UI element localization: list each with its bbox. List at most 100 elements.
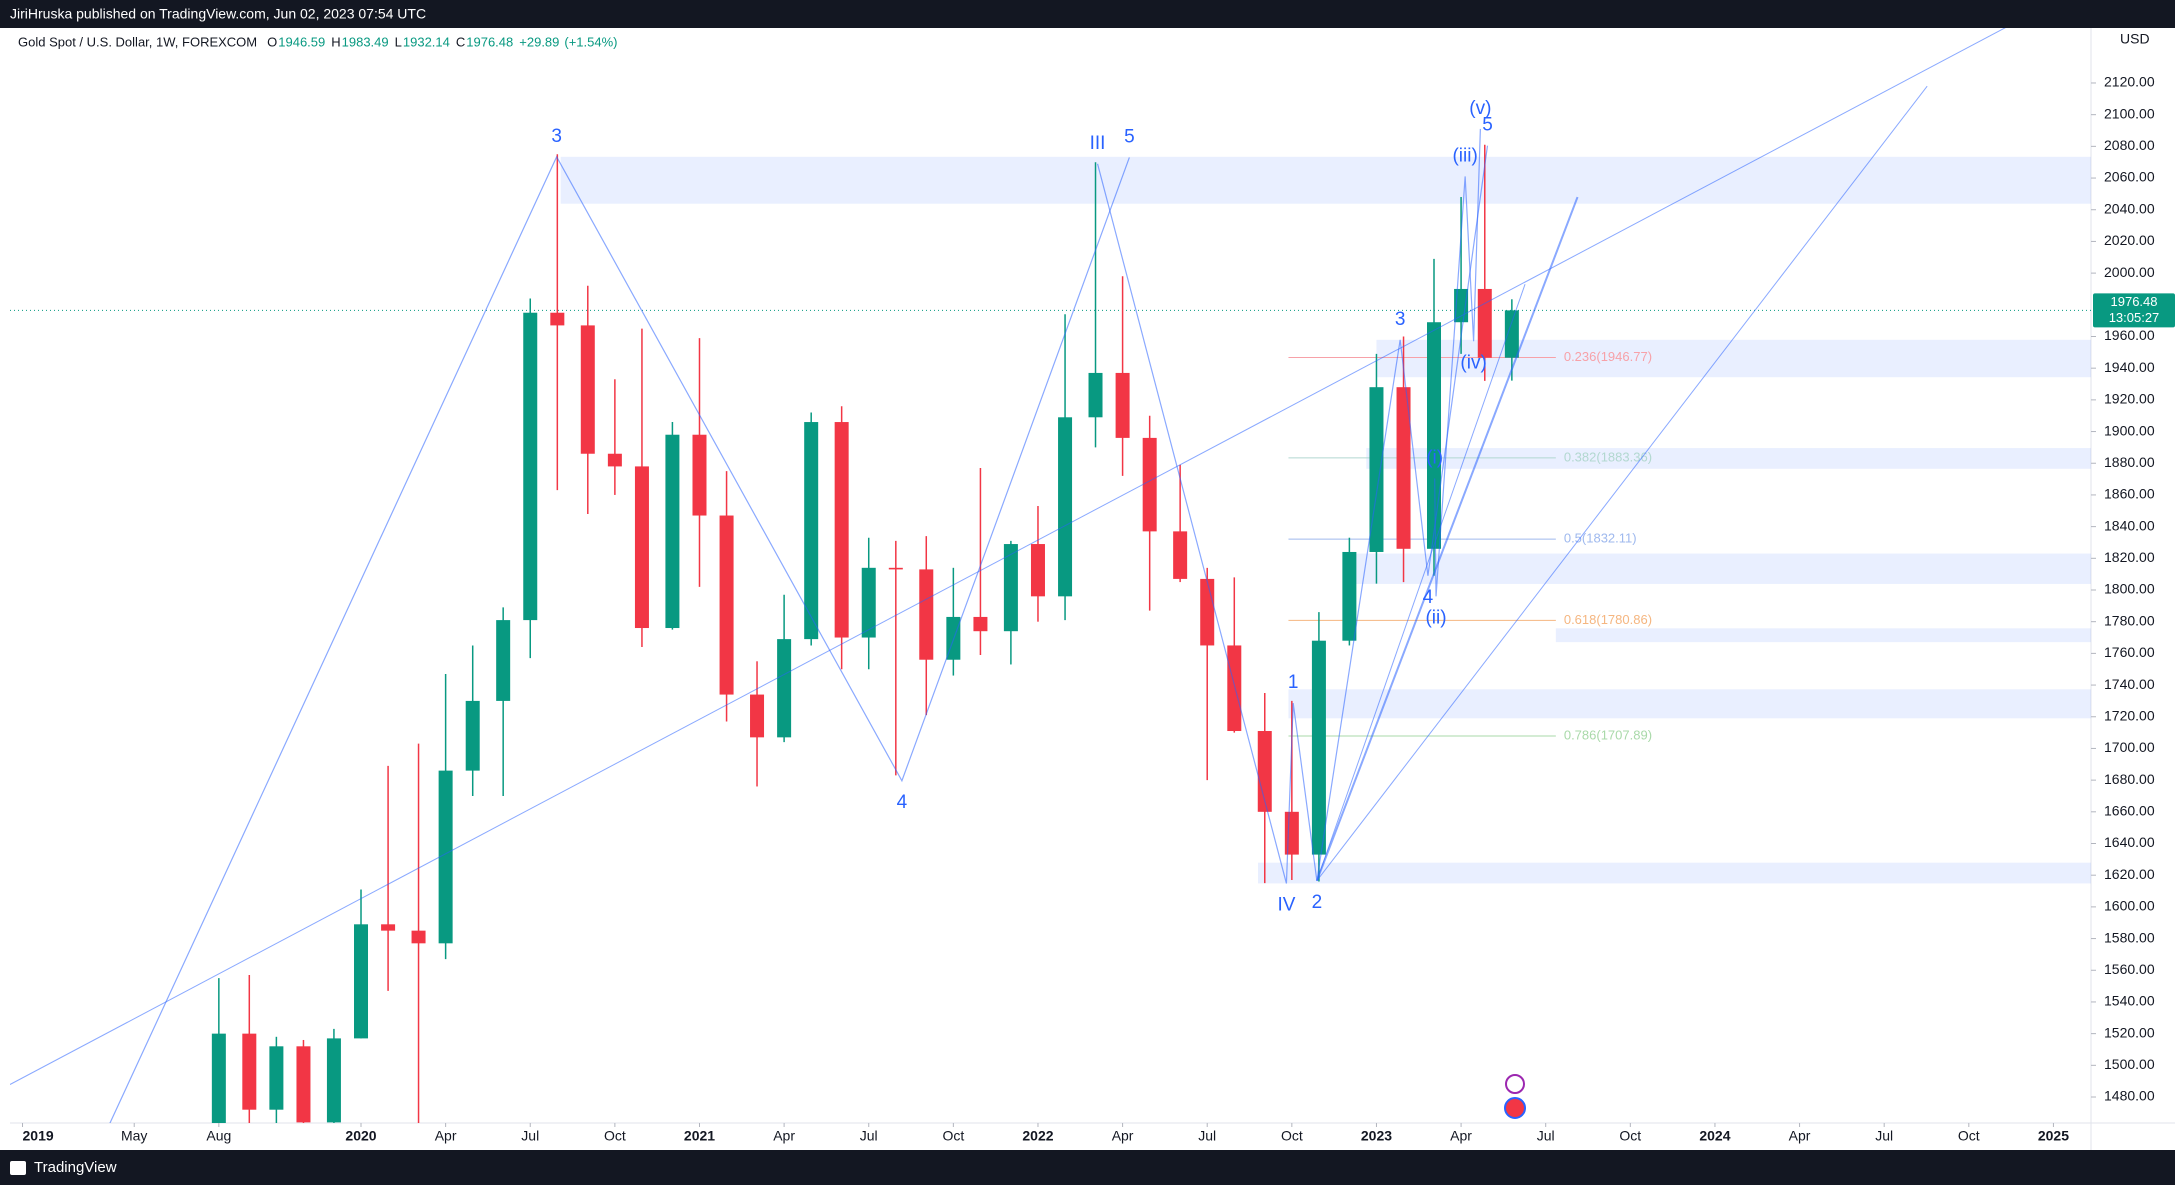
candle-body: [242, 1033, 257, 1110]
event-flag[interactable]: [1504, 1097, 1526, 1119]
y-tick-label: 1780.00: [2104, 612, 2155, 628]
y-tick-label: 1660.00: [2104, 803, 2155, 819]
zone: [1555, 628, 2091, 643]
zone: [1288, 689, 2091, 719]
wave-label: 5: [1124, 126, 1135, 147]
candle-body: [1200, 578, 1215, 646]
brand-logo: [10, 1161, 26, 1175]
fib-label: 0.236(1946.77): [1564, 349, 1652, 364]
y-tick-label: 1900.00: [2104, 422, 2155, 438]
wave-label: 1: [1288, 672, 1299, 693]
candle-body: [438, 770, 453, 944]
x-tick-label: Jul: [860, 1128, 878, 1144]
x-tick-label: 2022: [1022, 1128, 1053, 1144]
trend-line: [1316, 85, 1928, 882]
ohlc-value: 1946.59: [278, 34, 325, 49]
fib-label: 0.618(1780.86): [1564, 612, 1652, 627]
change: +29.89: [519, 34, 559, 49]
candle-body: [834, 422, 849, 638]
x-tick-label: 2024: [1699, 1128, 1730, 1144]
x-tick-label: Apr: [1112, 1128, 1134, 1144]
ohlc-key: O: [267, 34, 277, 49]
x-tick-label: 2025: [2038, 1128, 2069, 1144]
last-price-tag: [2093, 293, 2175, 328]
candle-body: [354, 924, 369, 1039]
ohlc-value: 1983.49: [342, 34, 389, 49]
x-tick-label: Oct: [604, 1128, 626, 1144]
candle-body: [1342, 551, 1357, 641]
candle-body: [634, 466, 649, 629]
x-tick-label: Apr: [1450, 1128, 1472, 1144]
publisher: JiriHruska published on TradingView.com,…: [10, 6, 426, 22]
candle-body: [1227, 645, 1242, 732]
candle-body: [719, 515, 734, 695]
candle-body: [1257, 731, 1272, 812]
wave-label: (ii): [1425, 607, 1446, 628]
x-tick-label: Jul: [521, 1128, 539, 1144]
y-tick-label: 1880.00: [2104, 454, 2155, 470]
currency: USD: [2120, 31, 2150, 47]
candle-body: [1504, 310, 1519, 358]
y-tick-label: 1520.00: [2104, 1024, 2155, 1040]
wave-label: III: [1090, 133, 1106, 154]
candle-body: [1427, 322, 1442, 549]
candle-body: [750, 694, 765, 738]
candle-body: [919, 569, 934, 660]
x-tick-label: 2019: [23, 1128, 54, 1144]
wave-label: 2: [1312, 892, 1323, 913]
zone: [1345, 553, 2091, 584]
zone: [560, 156, 2091, 204]
y-tick-label: 1720.00: [2104, 707, 2155, 723]
candle-body: [1311, 640, 1326, 855]
candle-body: [465, 700, 480, 771]
candle-body: [1142, 437, 1157, 532]
event-icon[interactable]: [1505, 1074, 1525, 1094]
x-tick-label: Apr: [773, 1128, 795, 1144]
candle-body: [550, 312, 565, 326]
wave-label: 3: [551, 126, 562, 147]
y-tick-label: 1940.00: [2104, 359, 2155, 375]
fib-label: 0.382(1883.36): [1564, 449, 1652, 464]
candle-body: [296, 1046, 311, 1123]
wave-line: [1096, 145, 1489, 884]
x-tick-label: Apr: [435, 1128, 457, 1144]
y-tick-label: 1580.00: [2104, 929, 2155, 945]
x-tick-label: 2021: [684, 1128, 715, 1144]
y-tick-label: 1960.00: [2104, 327, 2155, 343]
candle-body: [665, 434, 680, 629]
y-tick-label: 2000.00: [2104, 264, 2155, 280]
countdown: 13:05:27: [2109, 310, 2160, 325]
wave-label: (v): [1469, 98, 1491, 119]
x-tick-label: Jul: [1875, 1128, 1893, 1144]
candle-body: [1477, 288, 1492, 358]
candle-body: [1088, 372, 1103, 418]
candle-body: [1396, 387, 1411, 549]
brand: TradingView: [34, 1159, 117, 1176]
y-tick-label: 1740.00: [2104, 676, 2155, 692]
y-tick-label: 1800.00: [2104, 581, 2155, 597]
wave-label: 4: [897, 792, 908, 813]
x-tick-label: 2023: [1361, 1128, 1392, 1144]
wave-line: [109, 155, 1130, 1123]
candle-body: [1369, 387, 1384, 552]
candle-body: [692, 434, 707, 516]
trend-line: [1316, 284, 1526, 881]
wave-line: [1434, 128, 1481, 597]
y-tick-label: 1680.00: [2104, 771, 2155, 787]
candle-body: [1115, 372, 1130, 438]
wave-label: (iv): [1460, 352, 1486, 373]
ohlc-key: L: [395, 34, 402, 49]
y-tick-label: 2120.00: [2104, 74, 2155, 90]
candle-body: [1284, 811, 1299, 855]
candle-body: [1003, 544, 1018, 632]
y-tick-label: 1540.00: [2104, 993, 2155, 1009]
last-price: 1976.48: [2111, 294, 2158, 309]
wave-label: (iii): [1452, 145, 1477, 166]
candle-body: [381, 924, 396, 931]
candle-body: [1173, 531, 1188, 579]
x-tick-label: May: [121, 1128, 147, 1144]
candle-body: [973, 616, 988, 632]
candle-body: [777, 639, 792, 738]
y-tick-label: 1860.00: [2104, 486, 2155, 502]
